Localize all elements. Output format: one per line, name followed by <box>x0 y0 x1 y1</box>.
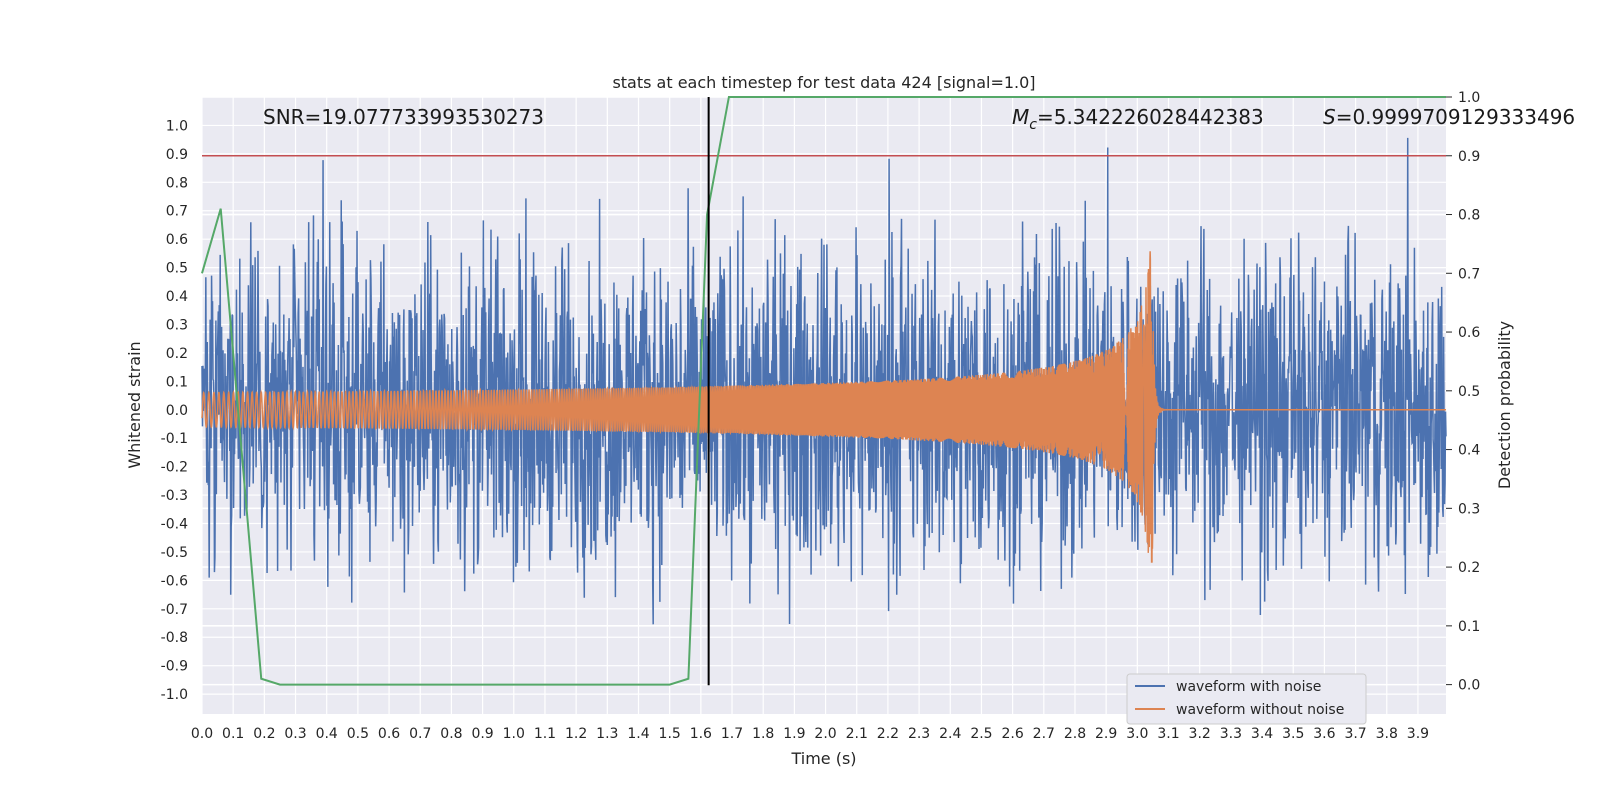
x-tick-label: 2.9 <box>1095 726 1117 742</box>
y-right-tick-label: 0.9 <box>1458 149 1480 165</box>
series-waveform-without-noise <box>201 251 1446 563</box>
mc-subscript: c <box>1029 117 1037 133</box>
x-tick-label: 1.9 <box>783 726 805 742</box>
mc-symbol: M <box>1012 105 1029 129</box>
x-tick-label: 0.1 <box>222 726 244 742</box>
y-left-tick-label: 0.5 <box>166 261 188 277</box>
y-left-tick-label: 1.0 <box>166 118 188 134</box>
x-tick-label: 0.8 <box>440 726 462 742</box>
x-tick-label: 1.4 <box>627 726 649 742</box>
y-left-tick-labels: 1.0 0.9 0.8 0.7 0.6 0.5 0.4 0.3 0.2 0.1 0.0 -0.1 -0.… <box>161 118 188 703</box>
x-tick-label: 0.9 <box>471 726 493 742</box>
x-tick-label: 2.7 <box>1033 726 1055 742</box>
x-tick-label: 1.6 <box>690 726 712 742</box>
x-tick-label: 3.7 <box>1344 726 1366 742</box>
y-left-tick-label: 0.0 <box>166 403 188 419</box>
y-left-tick-label: -0.5 <box>161 545 188 561</box>
y-left-tick-label: 0.2 <box>166 346 188 362</box>
y-right-tick-label: 0.4 <box>1458 443 1480 459</box>
legend-label-clean: waveform without noise <box>1176 702 1344 718</box>
x-tick-label: 3.6 <box>1313 726 1335 742</box>
s-symbol: S <box>1323 105 1336 129</box>
x-tick-label: 1.7 <box>721 726 743 742</box>
x-tick-label: 0.7 <box>409 726 431 742</box>
y-left-tick-label: -1.0 <box>161 687 188 703</box>
x-tick-label: 1.1 <box>534 726 556 742</box>
x-tick-label: 2.0 <box>814 726 836 742</box>
x-tick-label: 0.3 <box>284 726 306 742</box>
y-left-tick-label: -0.6 <box>161 573 188 589</box>
x-tick-label: 1.2 <box>565 726 587 742</box>
x-tick-label: 2.4 <box>939 726 961 742</box>
x-tick-label: 3.3 <box>1220 726 1242 742</box>
x-tick-label: 3.8 <box>1376 726 1398 742</box>
y-right-tick-label: 0.3 <box>1458 501 1480 517</box>
y-right-tick-label: 0.1 <box>1458 619 1480 635</box>
x-tick-label: 3.4 <box>1251 726 1273 742</box>
y-left-tick-label: -0.9 <box>161 659 188 675</box>
s-value: =0.9999709129333496 <box>1336 105 1575 129</box>
y-left-tick-label: 0.1 <box>166 374 188 390</box>
y-right-tick-label: 0.7 <box>1458 266 1480 282</box>
x-tick-label: 1.0 <box>503 726 525 742</box>
legend: waveform with noise waveform without noi… <box>1126 673 1367 725</box>
x-tick-label: 1.3 <box>596 726 618 742</box>
x-tick-labels: 0.0 0.1 0.2 0.3 0.4 0.5 0.6 0.7 0.8 0.9 1.0 1.1 1.2 1… <box>191 726 1429 742</box>
y-left-tick-label: 0.9 <box>166 147 188 163</box>
y-right-axis-label: Detection probability <box>1495 321 1514 489</box>
y-left-tick-label: 0.3 <box>166 317 188 333</box>
x-tick-label: 0.5 <box>347 726 369 742</box>
mc-annotation: Mc=5.342226028442383 <box>1012 105 1264 133</box>
x-tick-label: 2.2 <box>877 726 899 742</box>
y-right-tick-label: 0.8 <box>1458 208 1480 224</box>
chart-title: stats at each timestep for test data 424… <box>612 73 1035 92</box>
y-left-tick-label: -0.2 <box>161 460 188 476</box>
x-tick-label: 1.5 <box>659 726 681 742</box>
y-right-tick-label: 0.6 <box>1458 325 1480 341</box>
x-tick-label: 3.9 <box>1407 726 1429 742</box>
x-tick-label: 3.2 <box>1189 726 1211 742</box>
y-left-tick-label: -0.8 <box>161 630 188 646</box>
x-tick-label: 0.2 <box>253 726 275 742</box>
x-tick-label: 2.8 <box>1064 726 1086 742</box>
x-tick-label: 2.3 <box>908 726 930 742</box>
y-left-tick-label: -0.1 <box>161 431 188 447</box>
x-tick-label: 0.6 <box>378 726 400 742</box>
y-right-tick-label: 0.2 <box>1458 560 1480 576</box>
y-left-axis-label: Whitened strain <box>125 341 144 468</box>
y-right-tick-labels: 1.0 0.9 0.8 0.7 0.6 0.5 0.4 0.3 0.2 0.1 0.0 <box>1446 90 1480 694</box>
y-right-tick-label: 0.0 <box>1458 678 1480 694</box>
series-waveform-with-noise <box>201 137 1447 625</box>
x-tick-label: 0.4 <box>316 726 338 742</box>
y-right-tick-label: 1.0 <box>1458 90 1480 106</box>
y-left-tick-label: 0.8 <box>166 175 188 191</box>
x-tick-label: 3.0 <box>1126 726 1148 742</box>
x-tick-label: 2.1 <box>846 726 868 742</box>
y-left-tick-label: 0.7 <box>166 204 188 220</box>
y-left-tick-label: -0.7 <box>161 602 188 618</box>
legend-label-noise: waveform with noise <box>1176 679 1321 695</box>
s-annotation: S=0.9999709129333496 <box>1323 105 1575 129</box>
x-tick-label: 3.5 <box>1282 726 1304 742</box>
y-right-tick-label: 0.5 <box>1458 384 1480 400</box>
y-left-tick-label: 0.4 <box>166 289 188 305</box>
x-tick-label: 1.8 <box>752 726 774 742</box>
x-tick-label: 2.5 <box>970 726 992 742</box>
legend-box <box>1126 673 1367 725</box>
y-left-tick-label: 0.6 <box>166 232 188 248</box>
snr-annotation: SNR=19.077733993530273 <box>263 105 544 129</box>
x-tick-label: 0.0 <box>191 726 213 742</box>
x-tick-label: 2.6 <box>1001 726 1023 742</box>
x-tick-label: 3.1 <box>1157 726 1179 742</box>
y-left-tick-label: -0.4 <box>161 516 188 532</box>
y-left-tick-label: -0.3 <box>161 488 188 504</box>
series-detection-probability <box>201 96 1446 686</box>
x-axis-label: Time (s) <box>790 749 856 768</box>
mc-value: =5.342226028442383 <box>1037 105 1264 129</box>
